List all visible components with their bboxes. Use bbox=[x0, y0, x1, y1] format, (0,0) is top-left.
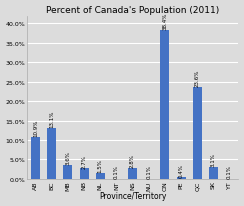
Bar bbox=[193, 88, 202, 179]
Bar bbox=[63, 165, 72, 179]
Bar bbox=[177, 178, 185, 179]
Text: 13.1%: 13.1% bbox=[49, 110, 54, 128]
Text: 0.1%: 0.1% bbox=[227, 164, 232, 178]
Bar bbox=[209, 167, 218, 179]
Text: 0.4%: 0.4% bbox=[179, 163, 183, 177]
Text: 0.1%: 0.1% bbox=[146, 164, 151, 178]
Title: Percent of Canada's Population (2011): Percent of Canada's Population (2011) bbox=[46, 6, 219, 14]
Bar bbox=[96, 173, 105, 179]
Text: 3.1%: 3.1% bbox=[211, 152, 216, 166]
Text: 2.7%: 2.7% bbox=[81, 154, 87, 168]
Text: 3.6%: 3.6% bbox=[65, 151, 71, 164]
Text: 10.9%: 10.9% bbox=[33, 119, 38, 136]
Bar bbox=[80, 169, 89, 179]
Bar bbox=[47, 128, 56, 179]
Text: 23.6%: 23.6% bbox=[195, 70, 200, 87]
Text: 1.5%: 1.5% bbox=[98, 159, 103, 172]
Text: 2.8%: 2.8% bbox=[130, 154, 135, 167]
Text: 0.1%: 0.1% bbox=[114, 164, 119, 178]
Bar bbox=[31, 137, 40, 179]
Text: 38.4%: 38.4% bbox=[163, 13, 167, 30]
Bar bbox=[161, 30, 169, 179]
Bar bbox=[128, 168, 137, 179]
X-axis label: Province/Territory: Province/Territory bbox=[99, 192, 166, 200]
